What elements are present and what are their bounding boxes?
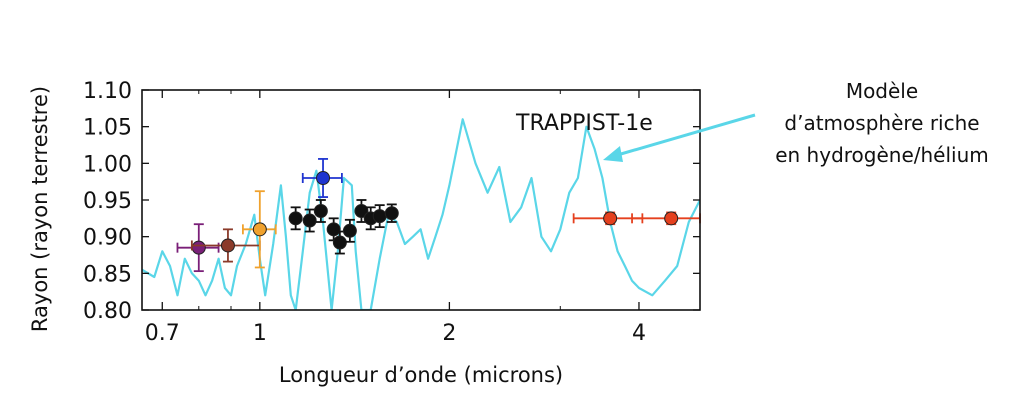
- model-spectrum-line: [142, 118, 700, 310]
- data-point-4-5: [342, 223, 357, 238]
- data-point-4-9: [384, 206, 399, 221]
- data-point-4-4: [332, 235, 347, 250]
- data-point-4-3: [326, 222, 341, 237]
- axes: [141, 89, 701, 311]
- data-point-0-0: [191, 240, 206, 255]
- y-tick-label-1: 0.85: [83, 262, 132, 287]
- x-tick-label-0: 0.7: [145, 321, 180, 346]
- data-point-5-0: [603, 211, 618, 226]
- data-point-3-0: [316, 171, 331, 185]
- series-3: [301, 158, 343, 198]
- y-tick-label-2: 0.90: [83, 226, 132, 251]
- data-point-4-1: [302, 213, 317, 228]
- x-tick-label-3: 4: [632, 321, 646, 346]
- annotation-model-line1: Modèle: [846, 79, 918, 103]
- y-axis-label: Rayon (rayon terrestre): [28, 86, 52, 332]
- plot-area: [142, 118, 700, 310]
- data-marks: [176, 158, 701, 273]
- y-tick-label-6: 1.10: [83, 79, 132, 104]
- y-tick-label-5: 1.05: [83, 116, 132, 141]
- data-point-4-2: [313, 204, 328, 218]
- annotation-trappist: TRAPPIST-1e: [515, 111, 653, 136]
- annotation-model-line3: en hydrogène/hélium: [775, 143, 989, 167]
- series-4: [288, 199, 399, 255]
- x-tick-label-1: 1: [253, 321, 267, 346]
- data-point-2-0: [252, 222, 267, 237]
- data-point-1-0: [220, 238, 235, 253]
- series-2: [241, 190, 277, 269]
- series-0: [176, 223, 220, 273]
- y-tick-label-0: 0.80: [83, 299, 132, 324]
- data-point-4-8: [372, 209, 387, 224]
- x-tick-label-2: 2: [442, 321, 456, 346]
- annotation-arrow: [603, 113, 756, 162]
- series-5: [572, 211, 701, 226]
- x-axis-label: Longueur d’onde (microns): [279, 363, 563, 387]
- tick-labels: 0.80 0.85 0.90 0.95 1.00 1.05 1.10 0.7 1 2 4: [83, 79, 646, 346]
- data-point-4-0: [288, 211, 303, 226]
- y-tick-label-3: 0.95: [83, 189, 132, 214]
- annotation-model-line2: d’atmosphère riche: [784, 111, 979, 135]
- data-point-5-1: [664, 211, 679, 226]
- y-tick-label-4: 1.00: [83, 152, 132, 177]
- data-point-4-6: [354, 204, 369, 218]
